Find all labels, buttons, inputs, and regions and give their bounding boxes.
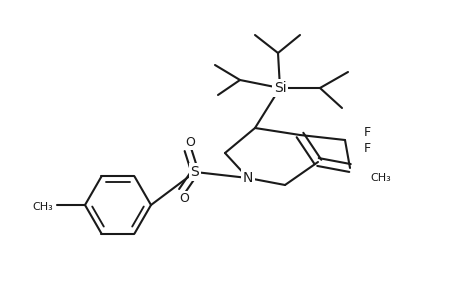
- Text: CH₃: CH₃: [369, 173, 390, 183]
- Text: N: N: [242, 171, 252, 185]
- Text: O: O: [185, 136, 195, 148]
- Text: F: F: [363, 125, 370, 139]
- Text: F: F: [363, 142, 370, 154]
- Text: Si: Si: [273, 81, 285, 95]
- Text: S: S: [190, 165, 199, 179]
- Text: O: O: [179, 193, 189, 206]
- Text: CH₃: CH₃: [33, 202, 53, 212]
